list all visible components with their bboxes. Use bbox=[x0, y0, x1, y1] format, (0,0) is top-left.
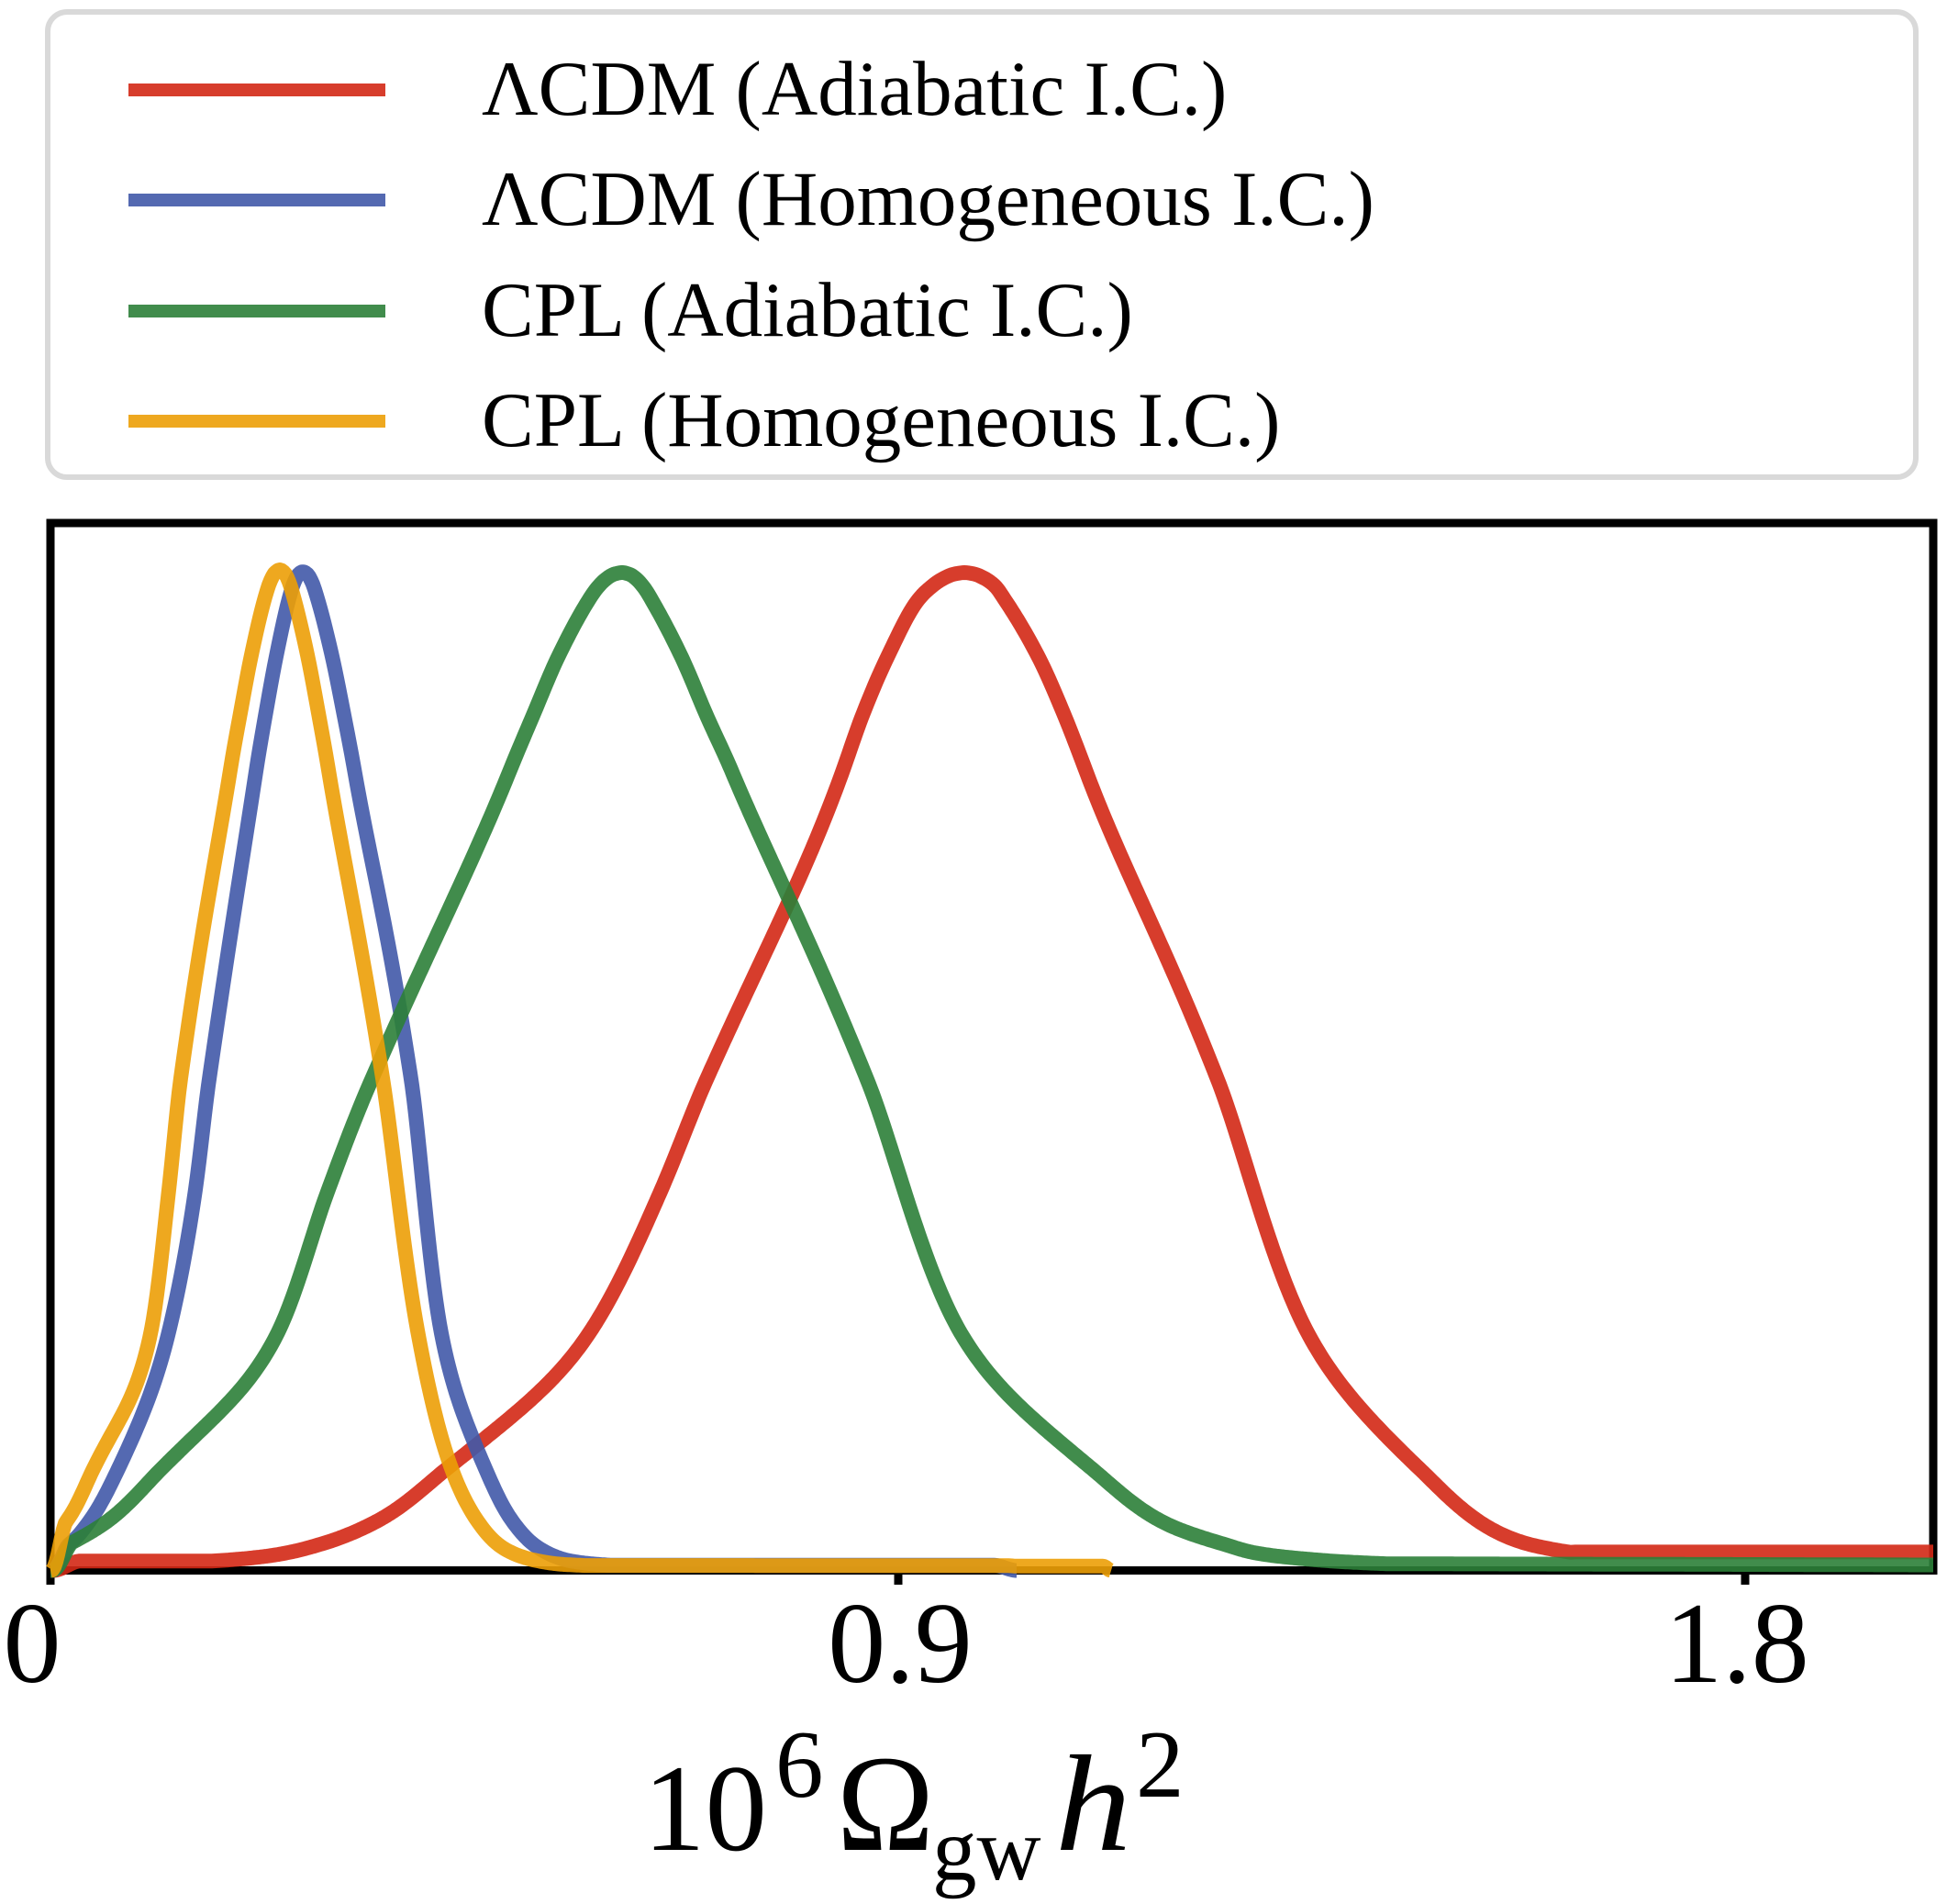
svg-text:0: 0 bbox=[4, 1580, 61, 1708]
svg-text:10: 10 bbox=[643, 1741, 767, 1877]
svg-text:Ω: Ω bbox=[837, 1728, 934, 1880]
svg-text:0.9: 0.9 bbox=[828, 1580, 973, 1708]
svg-text:CPL (Homogeneous I.C.): CPL (Homogeneous I.C.) bbox=[482, 377, 1280, 463]
svg-text:2: 2 bbox=[1136, 1710, 1185, 1818]
svg-text:CPL (Adiabatic I.C.): CPL (Adiabatic I.C.) bbox=[482, 267, 1133, 353]
svg-text:6: 6 bbox=[775, 1710, 824, 1818]
svg-text:1.8: 1.8 bbox=[1664, 1580, 1809, 1708]
svg-text:ΛCDM (Homogeneous I.C.): ΛCDM (Homogeneous I.C.) bbox=[482, 156, 1374, 242]
svg-text:h: h bbox=[1055, 1728, 1131, 1880]
svg-text:gw: gw bbox=[932, 1800, 1041, 1898]
svg-text:ΛCDM (Adiabatic I.C.): ΛCDM (Adiabatic I.C.) bbox=[482, 46, 1227, 132]
